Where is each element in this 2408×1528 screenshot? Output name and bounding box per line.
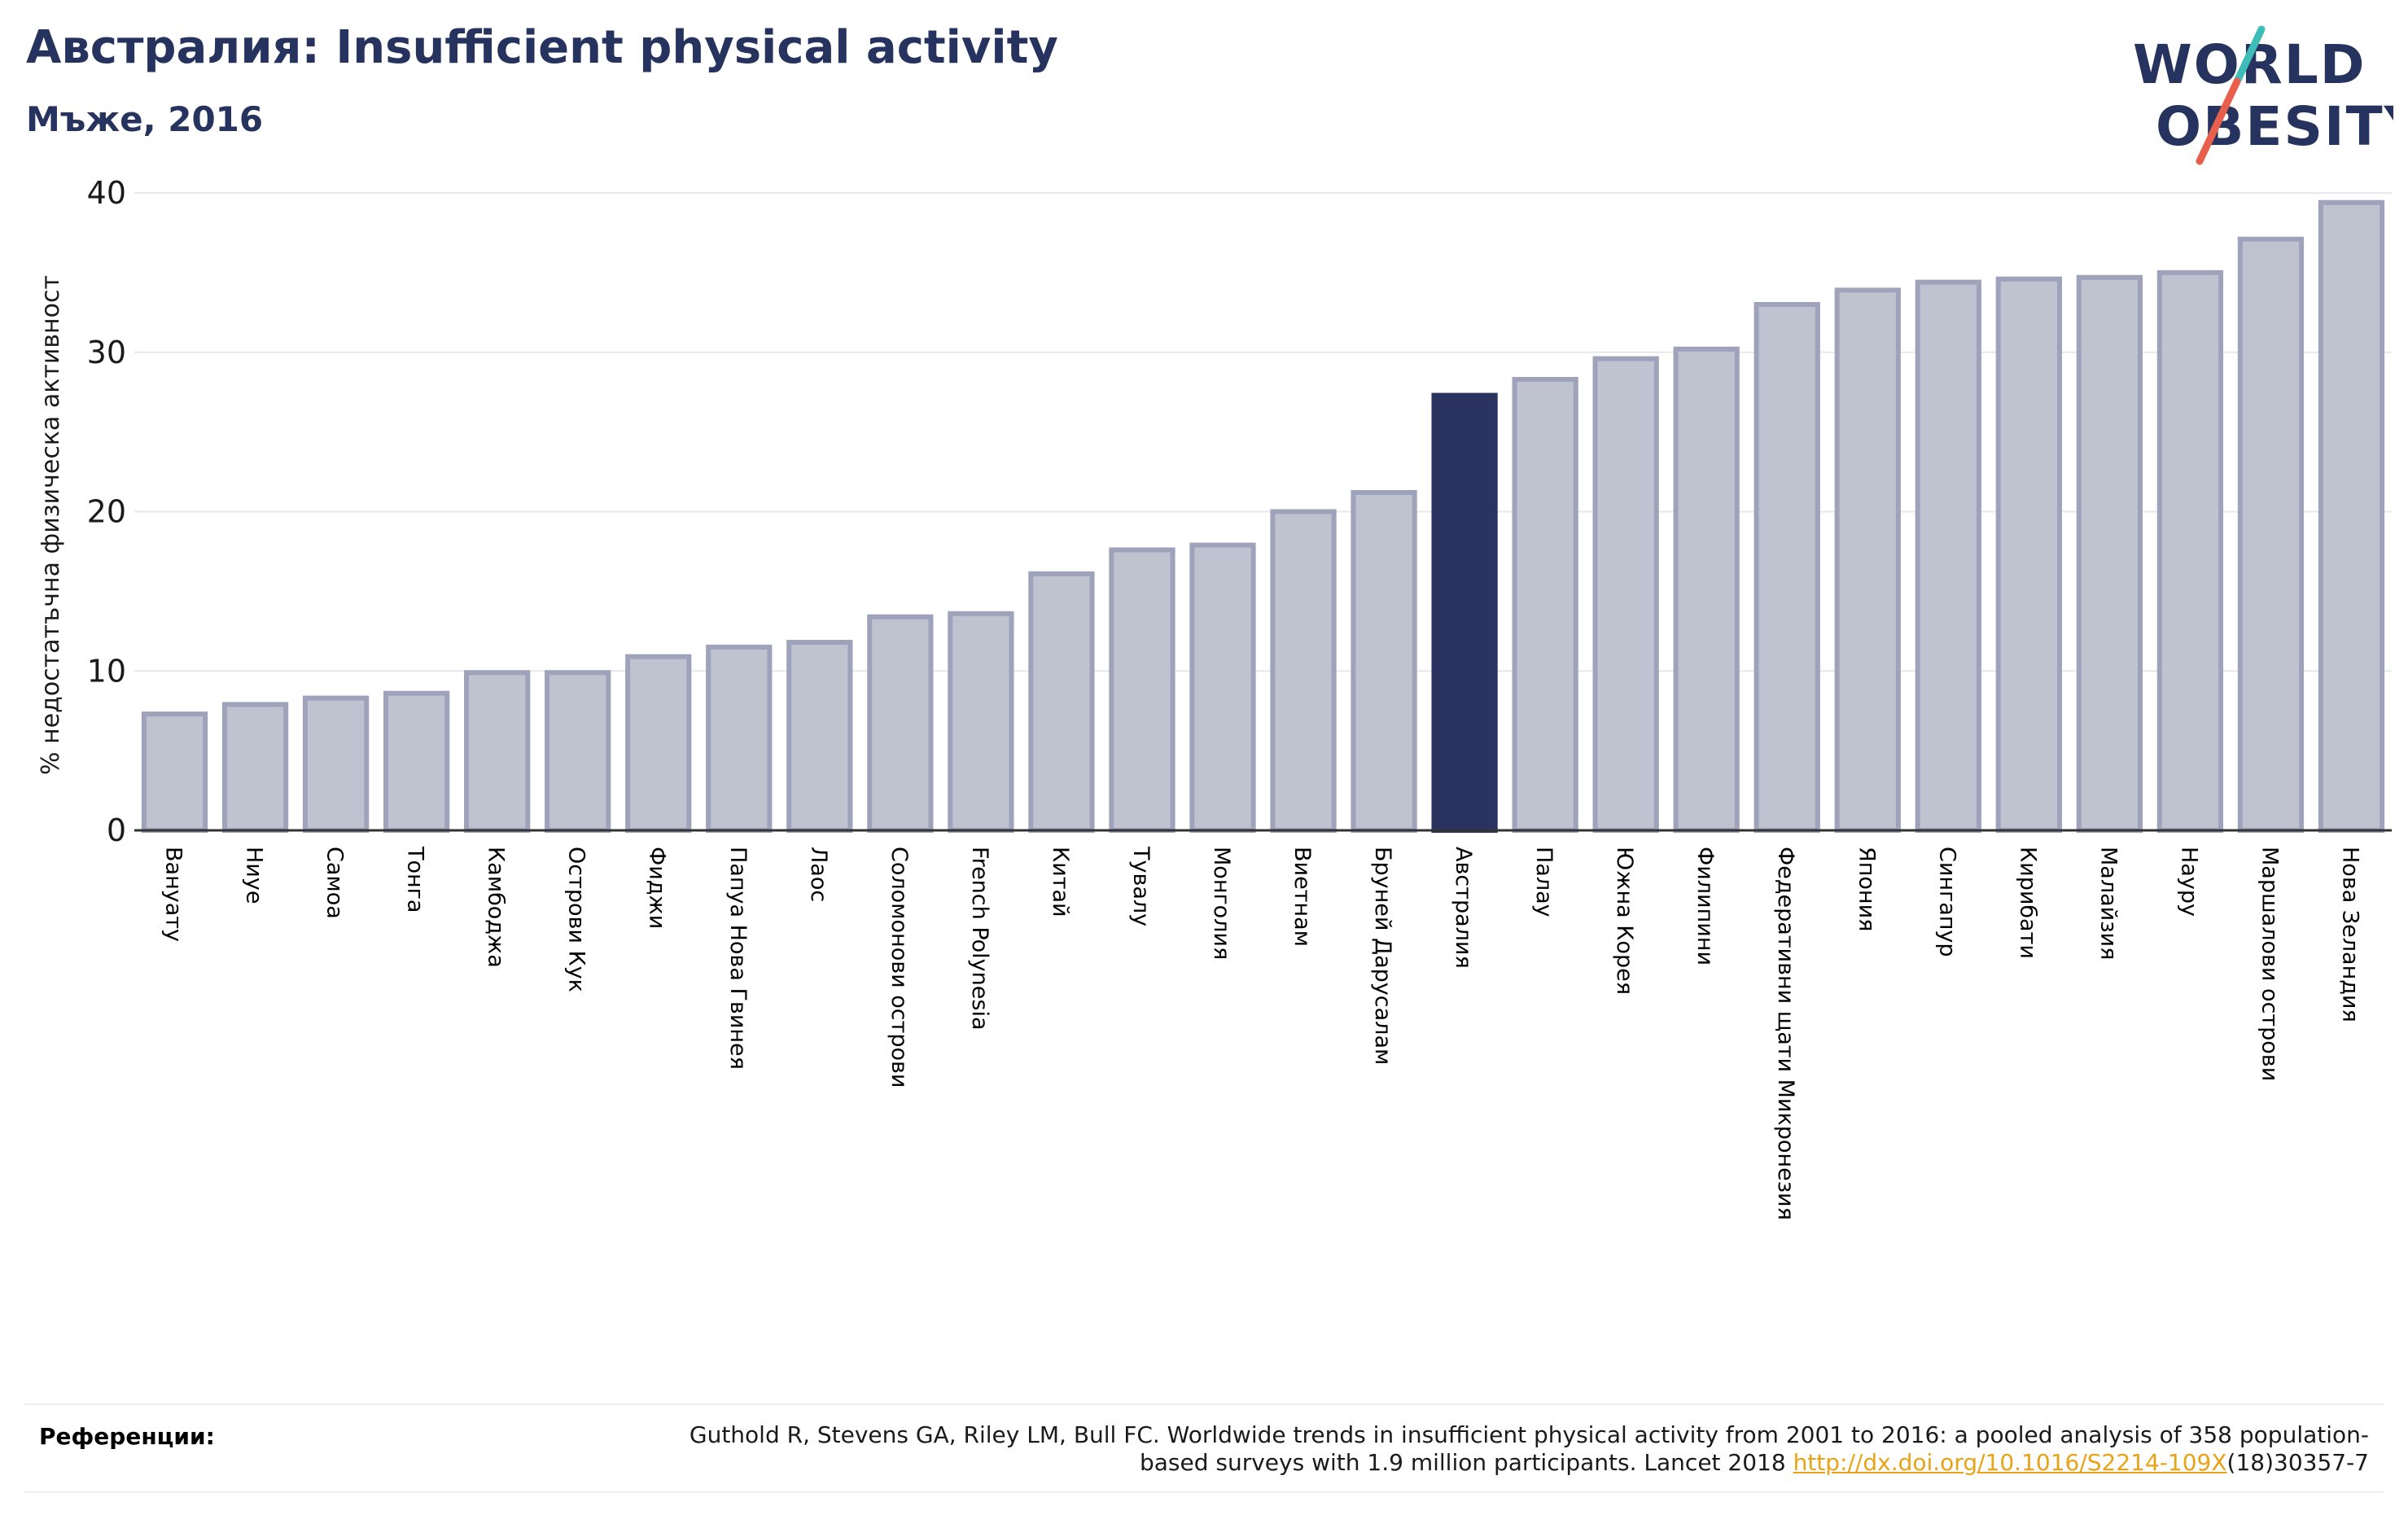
chart-subtitle: Мъже, 2016 (26, 99, 264, 139)
y-tick-label: 20 (87, 494, 126, 530)
bar (1189, 542, 1256, 833)
logo-text-obesity: OBESITY (2156, 95, 2393, 158)
bar-chart: 0 10 20 30 40 Вануату Ниуе Самоа Тонга Камбоджа О… (37, 175, 2392, 1220)
y-tick-label: 10 (87, 653, 126, 689)
y-tick-label: 30 (87, 335, 126, 370)
bar (302, 695, 370, 834)
x-tick-label: Филипини (1692, 847, 1718, 965)
x-tick-label: Лаос (806, 847, 831, 902)
references-text: Guthold R, Stevens GA, Riley LM, Bull FC… (659, 1421, 2369, 1477)
x-tick-label: French Polynesia (967, 847, 992, 1031)
x-tick-label: Тувалу (1128, 846, 1154, 926)
bar (1512, 377, 1578, 833)
bar (383, 690, 450, 834)
x-tick-label: Острови Кук (564, 847, 589, 992)
logo-slash-coral (2196, 77, 2241, 165)
x-tick-label: Федеративни щати Микронезия (1773, 847, 1798, 1220)
bar (221, 702, 289, 833)
x-tick-label: Ниуе (242, 847, 267, 904)
x-tick-label: Монголия (1209, 847, 1234, 960)
x-tick-label: Вануату (161, 847, 186, 942)
bar (2237, 236, 2305, 833)
x-tick-label: Маршалови острови (2257, 847, 2282, 1081)
bar (1028, 571, 1095, 834)
x-tick-label: Науру (2176, 847, 2201, 917)
bar (464, 670, 531, 834)
x-tick-label: Фиджи (645, 847, 670, 929)
bar (1673, 346, 1740, 833)
x-tick-label: Виетнам (1289, 847, 1315, 947)
bar (625, 654, 692, 833)
bar (2318, 199, 2385, 833)
doi-link[interactable]: http://dx.doi.org/10.1016/S2214-109X (1793, 1449, 2227, 1476)
bar (786, 640, 853, 834)
x-tick-labels: Вануату Ниуе Самоа Тонга Камбоджа Острови Кук… (161, 846, 2363, 1220)
bars (141, 199, 2385, 834)
bar (1270, 509, 1337, 833)
x-tick-label: Япония (1854, 847, 1879, 931)
bar (545, 670, 611, 834)
x-tick-label: Нова Зеландия (2337, 847, 2362, 1022)
x-tick-label: Самоа (322, 847, 348, 919)
x-tick-label: Палау (1531, 847, 1556, 917)
bar (1351, 490, 1417, 833)
bar (2076, 274, 2143, 833)
bar (1109, 547, 1176, 833)
x-tick-label: Малайзия (2095, 847, 2121, 960)
x-tick-label: Тонга (403, 846, 428, 913)
logo-slash-teal (2233, 25, 2266, 85)
references-label: Референции: (39, 1423, 215, 1450)
x-tick-label: Сингапур (1934, 847, 1959, 957)
x-tick-label: Кирибати (2015, 847, 2040, 959)
bar (1915, 279, 1981, 833)
bar (1995, 276, 2062, 833)
x-tick-label: Папуа Нова Гвинея (725, 847, 751, 1070)
x-tick-label: Южна Корея (1612, 847, 1637, 995)
y-tick-label: 40 (87, 175, 126, 211)
bar (706, 644, 773, 834)
world-obesity-logo: WORLD OBESITY (2133, 25, 2393, 165)
bar (867, 614, 934, 833)
x-tick-label: Китай (1048, 847, 1073, 917)
chart-title: Австралия: Insufficient physical activit… (26, 21, 1058, 74)
bar (1592, 356, 1659, 833)
x-tick-label: Соломонови острови (887, 847, 912, 1088)
bar (141, 711, 208, 833)
x-tick-label: Камбоджа (484, 847, 509, 968)
reference-citation-suffix: (18)30357-7 (2226, 1449, 2369, 1476)
bar (948, 611, 1014, 834)
x-tick-label: Австралия (1451, 847, 1476, 969)
y-tick-labels: 0 10 20 30 40 (87, 175, 126, 848)
reference-citation: Guthold R, Stevens GA, Riley LM, Bull FC… (689, 1421, 2369, 1476)
bar (1753, 302, 1820, 833)
bar (2156, 269, 2224, 833)
y-tick-label: 0 (107, 812, 126, 848)
bar-highlighted (1431, 392, 1498, 834)
references-panel: Референции: Guthold R, Stevens GA, Riley… (24, 1403, 2384, 1493)
bar (1834, 287, 1901, 834)
y-axis-label: % недостатъчна физическа активност (37, 275, 65, 775)
x-tick-label: Бруней Дарусалам (1370, 847, 1395, 1065)
